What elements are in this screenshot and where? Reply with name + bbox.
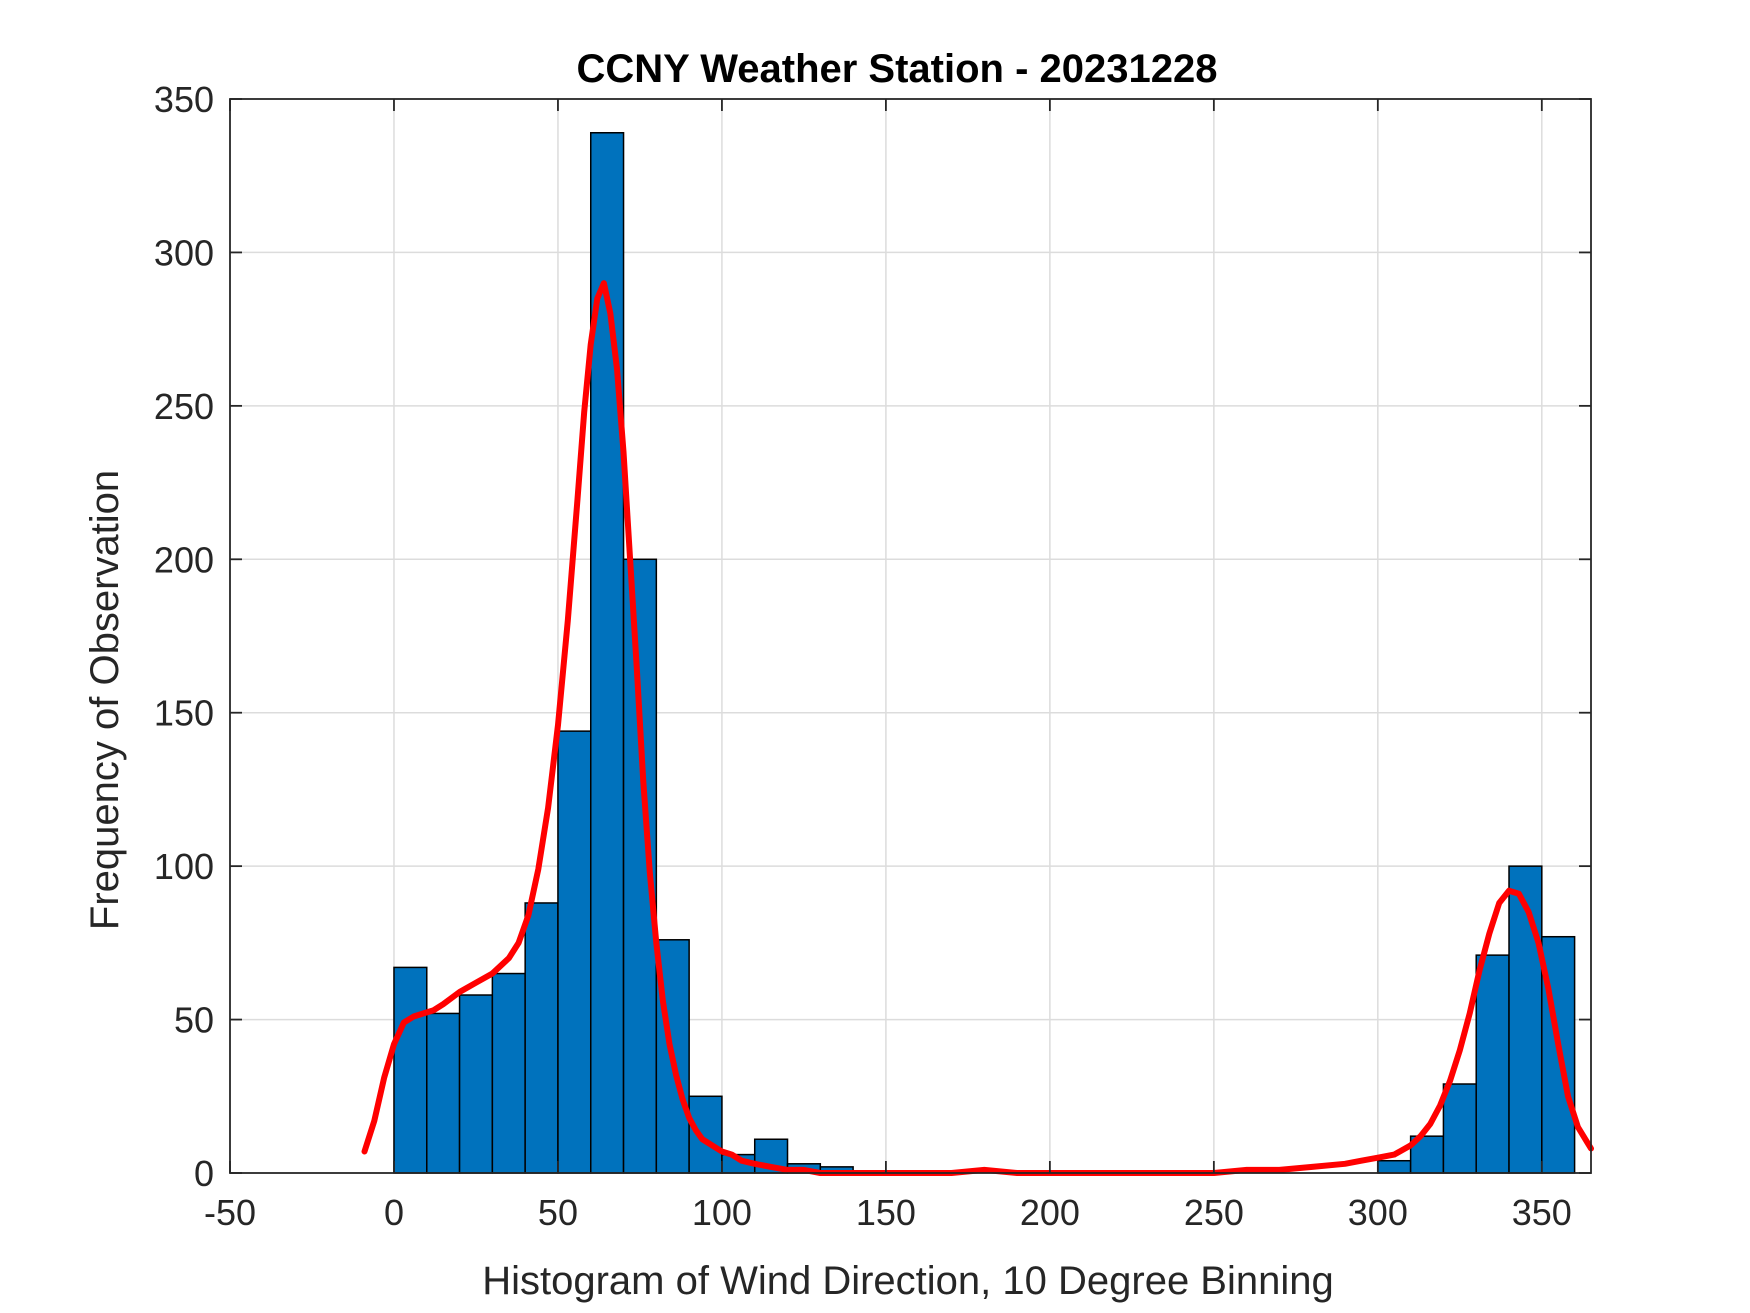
histogram-bar xyxy=(458,994,494,1174)
histogram-bar xyxy=(393,966,428,1174)
x-tick-label: 0 xyxy=(384,1192,404,1233)
histogram-bar xyxy=(491,972,526,1174)
fit-curve xyxy=(361,280,1594,1176)
histogram-bars xyxy=(393,132,1576,1174)
chart-title: CCNY Weather Station - 20231228 xyxy=(577,47,1218,91)
axes xyxy=(229,98,1592,1174)
y-tick-label: 200 xyxy=(154,539,214,580)
histogram-bar xyxy=(524,902,559,1174)
histogram-bar xyxy=(1475,954,1510,1174)
histogram-bar xyxy=(1442,1083,1477,1174)
y-tick-label: 250 xyxy=(154,386,214,427)
x-tick-label: 300 xyxy=(1348,1192,1408,1233)
x-axis-label: Histogram of Wind Direction, 10 Degree B… xyxy=(482,1259,1334,1303)
x-tick-label: 350 xyxy=(1512,1192,1572,1233)
y-tick-label: 50 xyxy=(174,1000,214,1041)
y-tick-label: 100 xyxy=(154,846,214,887)
tick-labels: -50 0 50 100 150 200 250 300 3500501001502002503… xyxy=(154,79,1572,1233)
y-tick-label: 150 xyxy=(154,693,214,734)
histogram-bar xyxy=(688,1095,723,1174)
histogram-bar xyxy=(1377,1159,1412,1174)
y-tick-label: 300 xyxy=(154,232,214,273)
x-tick-label: 250 xyxy=(1184,1192,1244,1233)
y-tick-label: 350 xyxy=(154,79,214,120)
x-tick-label: 50 xyxy=(538,1192,578,1233)
x-tick-label: 200 xyxy=(1020,1192,1080,1233)
x-tick-label: 100 xyxy=(692,1192,752,1233)
grid xyxy=(230,99,1591,1173)
histogram-bar xyxy=(426,1012,461,1174)
x-tick-label: 150 xyxy=(856,1192,916,1233)
axes-box xyxy=(229,98,1592,1174)
y-tick-label: 0 xyxy=(194,1153,214,1194)
y-axis-label: Frequency of Observation xyxy=(83,470,127,930)
x-tick-label: -50 xyxy=(204,1192,256,1233)
fit-curve-layer xyxy=(361,280,1594,1176)
histogram-bar xyxy=(1508,865,1543,1174)
histogram-bar xyxy=(557,730,592,1174)
